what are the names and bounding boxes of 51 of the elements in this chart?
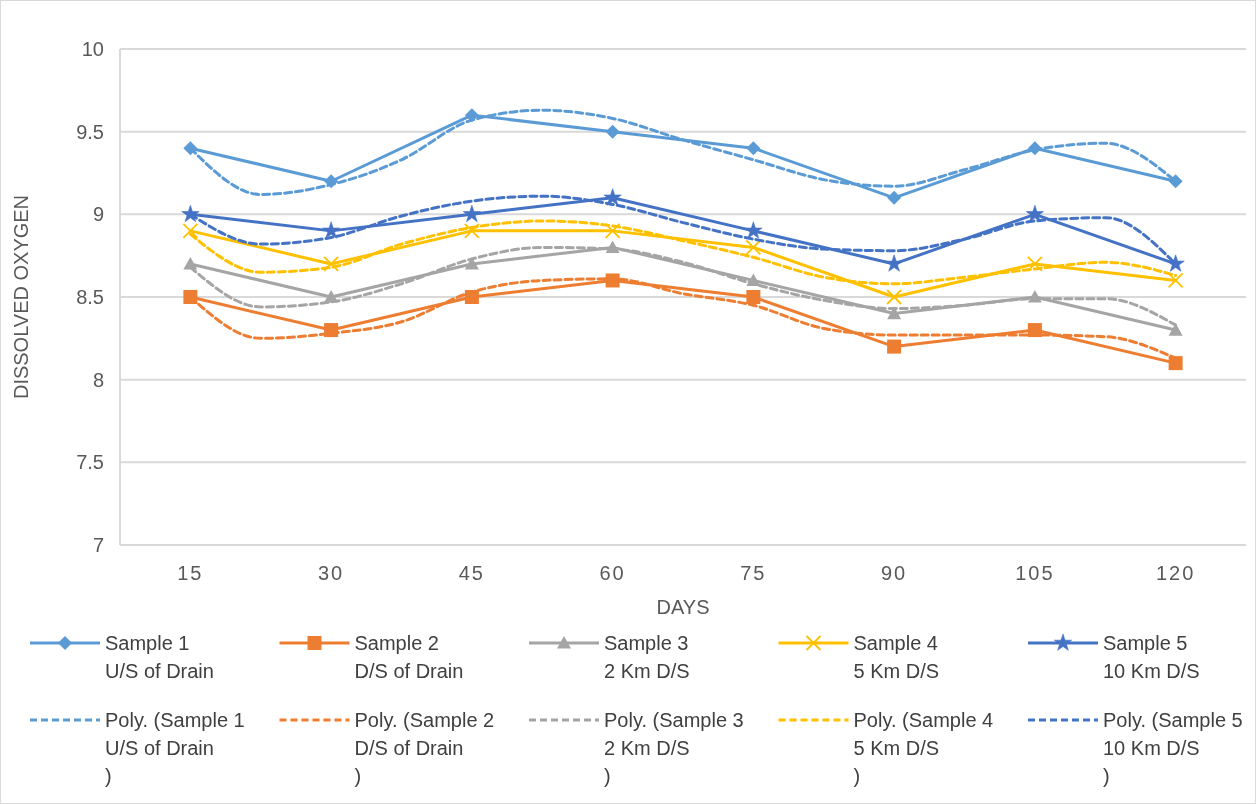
point xyxy=(322,221,341,239)
x-tick-label: 60 xyxy=(599,562,626,584)
legend-label: Poly. (Sample 5 10 Km D/S ) xyxy=(1103,709,1243,787)
x-tick-label: 75 xyxy=(740,562,767,584)
point xyxy=(1168,323,1183,336)
point xyxy=(887,190,902,205)
x-tick-label: 45 xyxy=(458,562,485,584)
point xyxy=(463,222,480,239)
y-tick-label: 9.5 xyxy=(76,120,104,143)
point xyxy=(604,222,621,239)
point xyxy=(1168,356,1183,371)
point xyxy=(745,239,762,256)
point xyxy=(886,289,903,305)
x-tick-label: 90 xyxy=(881,562,908,584)
point xyxy=(1167,272,1184,289)
y-tick-label: 8 xyxy=(92,368,104,391)
x-axis-title: DAYS xyxy=(656,596,710,618)
y-tick-label: 7 xyxy=(92,534,104,556)
y-axis-title: DISSOLVED OXYGEN xyxy=(10,194,32,400)
point xyxy=(1166,254,1185,272)
legend-label: Poly. (Sample 3 2 Km D/S ) xyxy=(604,709,744,787)
legend-label: Sample 4 5 Km D/S xyxy=(853,632,940,682)
point xyxy=(744,221,763,239)
point xyxy=(182,222,199,239)
legend-label: Poly. (Sample 1 U/S of Drain ) xyxy=(105,709,245,787)
x-tick-label: 30 xyxy=(318,562,345,584)
x-tick-label: 105 xyxy=(1015,562,1055,584)
point xyxy=(183,256,198,270)
legend-label: Poly. (Sample 2 D/S of Drain ) xyxy=(354,709,495,787)
legend-label: Sample 5 10 Km D/S xyxy=(1103,632,1200,682)
point xyxy=(1026,256,1043,272)
x-tick-label: 120 xyxy=(1155,562,1196,584)
point xyxy=(462,204,481,222)
legend-label: Sample 2 D/S of Drain xyxy=(354,632,464,682)
y-tick-label: 10 xyxy=(81,38,104,60)
point xyxy=(746,290,761,304)
y-tick-label: 7.5 xyxy=(76,451,104,474)
legend-label: Sample 1 U/S of Drain xyxy=(105,632,214,682)
point xyxy=(603,188,622,206)
y-tick-label: 8.5 xyxy=(76,286,104,308)
legend-label: Poly. (Sample 4 5 Km D/S ) xyxy=(853,709,994,787)
y-tick-label: 9 xyxy=(92,203,104,226)
point xyxy=(323,256,340,272)
x-tick-label: 15 xyxy=(177,562,204,584)
point xyxy=(605,124,620,139)
point xyxy=(1025,204,1044,222)
point xyxy=(746,141,761,156)
point xyxy=(181,204,200,222)
point xyxy=(885,254,904,272)
point xyxy=(887,339,902,354)
legend-label: Sample 3 2 Km D/S xyxy=(604,632,690,682)
